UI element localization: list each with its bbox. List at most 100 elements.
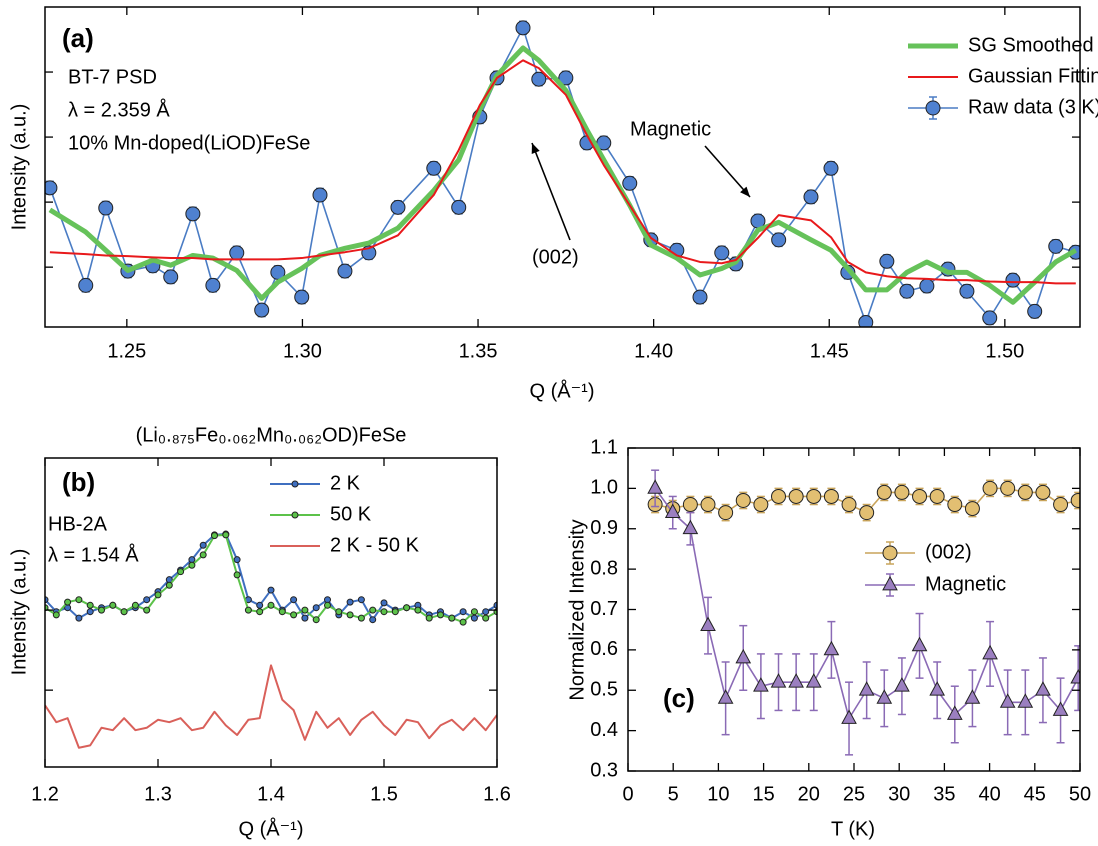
marker [515, 20, 531, 36]
marker [753, 677, 769, 692]
marker [788, 488, 804, 504]
marker [1070, 492, 1080, 508]
marker [64, 598, 72, 606]
marker [1070, 669, 1080, 684]
x-axis-label: Q (Å⁻¹) [239, 817, 304, 840]
x-tick-label: 1.4 [257, 783, 285, 805]
marker [718, 505, 734, 521]
marker [267, 586, 275, 594]
marker [357, 596, 365, 604]
x-tick-label: 1.3 [144, 783, 172, 805]
marker [1005, 272, 1021, 288]
marker [714, 245, 730, 261]
x-tick-label: 40 [978, 783, 1000, 805]
marker [682, 519, 699, 535]
marker [982, 644, 998, 660]
x-tick-label: 45 [1024, 783, 1046, 805]
marker [753, 497, 769, 513]
legend-marker [925, 100, 941, 116]
marker [459, 618, 467, 626]
marker [823, 160, 839, 176]
marker [806, 488, 822, 504]
y-tick-label: 0.6 [590, 638, 618, 660]
annotation: (a) [62, 23, 94, 53]
legend-marker [882, 545, 898, 561]
marker [337, 263, 353, 279]
marker [912, 488, 928, 504]
legend-label: 50 K [330, 503, 372, 525]
marker [1027, 303, 1043, 319]
marker [1048, 238, 1064, 254]
marker [558, 70, 574, 86]
annotation: HB-2A [48, 513, 108, 535]
x-tick-label: 30 [888, 783, 910, 805]
marker [1035, 681, 1051, 696]
marker [717, 689, 734, 704]
marker [185, 206, 201, 222]
marker [622, 175, 638, 191]
marker [735, 492, 751, 508]
marker [788, 673, 804, 688]
frame [44, 6, 1081, 328]
marker [894, 677, 910, 692]
x-tick-label: 0 [622, 783, 633, 805]
marker [324, 601, 331, 609]
marker [154, 591, 162, 599]
marker [805, 673, 822, 688]
marker [369, 616, 377, 624]
marker [692, 289, 708, 305]
marker [188, 561, 196, 569]
marker [233, 556, 241, 564]
marker [531, 71, 547, 87]
marker [959, 283, 975, 299]
marker [858, 314, 874, 327]
marker [700, 616, 716, 632]
marker [312, 187, 328, 203]
marker [52, 611, 60, 619]
annotation: (c) [663, 683, 695, 713]
marker [823, 640, 840, 656]
marker [357, 614, 365, 622]
marker [244, 606, 252, 614]
marker [647, 479, 663, 494]
annotation: (002) [532, 246, 579, 268]
marker [929, 681, 946, 696]
marker [1017, 484, 1033, 500]
x-axis-label: T (K) [831, 818, 875, 840]
x-tick-label: 1.6 [483, 783, 511, 805]
marker [982, 480, 998, 496]
marker [946, 705, 963, 720]
plot-area [45, 530, 497, 749]
y-axis-label: Normalized Intensity [566, 519, 588, 700]
marker [470, 608, 478, 616]
marker [98, 200, 114, 216]
marker [894, 484, 910, 500]
y-tick-label: 0.4 [590, 719, 618, 741]
marker [929, 488, 945, 504]
x-tick-label: 15 [752, 783, 774, 805]
marker [177, 568, 185, 576]
y-tick-label: 1.1 [590, 436, 618, 458]
marker [482, 614, 490, 622]
marker [1000, 480, 1016, 496]
marker [1017, 693, 1034, 708]
x-tick-label: 20 [798, 783, 820, 805]
x-tick-label: 10 [707, 783, 729, 805]
marker [1053, 497, 1069, 513]
marker [911, 636, 928, 652]
x-tick-label: 1.2 [31, 783, 59, 805]
marker [414, 606, 422, 614]
marker [256, 608, 264, 616]
marker [233, 571, 241, 579]
marker [919, 278, 935, 294]
marker [165, 581, 173, 589]
marker [222, 531, 230, 539]
marker [294, 289, 310, 305]
annotation-arrow [531, 142, 571, 241]
marker [380, 599, 388, 607]
y-tick-label: 0.9 [590, 517, 618, 539]
x-tick-label: 1.50 [985, 340, 1024, 362]
marker [199, 541, 207, 549]
y-tick-label: 0.5 [590, 679, 618, 701]
marker [163, 269, 179, 285]
